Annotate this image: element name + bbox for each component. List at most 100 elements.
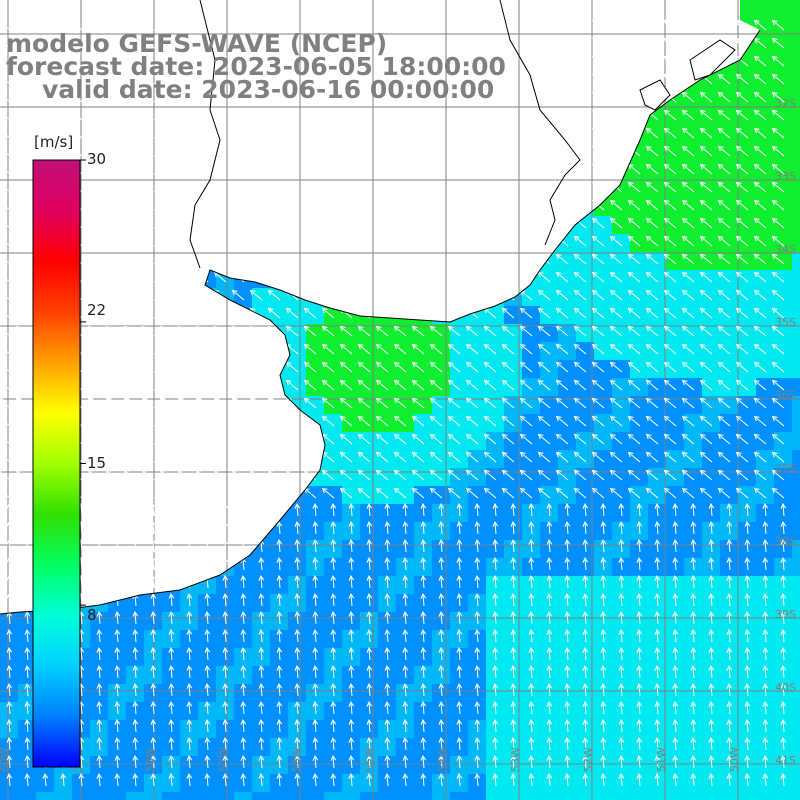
wind-speed-cell <box>414 450 432 468</box>
wind-speed-cell <box>414 486 432 504</box>
wind-speed-cell <box>468 342 486 360</box>
wind-speed-cell <box>720 252 738 270</box>
wind-speed-cell <box>468 486 486 504</box>
wind-speed-cell <box>324 342 342 360</box>
wind-speed-cell <box>756 288 774 306</box>
wind-speed-cell <box>324 486 342 504</box>
wind-speed-cell <box>792 180 800 198</box>
wind-speed-cell <box>738 324 756 342</box>
wind-speed-cell <box>612 288 630 306</box>
wind-speed-cell <box>738 792 756 800</box>
wind-speed-cell <box>540 378 558 396</box>
wind-speed-cell <box>324 378 342 396</box>
latitude-label: 39S <box>775 608 796 621</box>
wind-speed-cell <box>342 432 360 450</box>
wind-speed-cell <box>666 342 684 360</box>
wind-speed-cell <box>576 234 594 252</box>
wind-speed-cell <box>666 180 684 198</box>
wind-speed-cell <box>576 270 594 288</box>
wind-speed-cell <box>738 144 756 162</box>
wind-speed-cell <box>540 486 558 504</box>
latitude-label: 35S <box>775 316 796 329</box>
wind-speed-cell <box>648 792 666 800</box>
wind-speed-cell <box>738 162 756 180</box>
wind-speed-cell <box>468 396 486 414</box>
wind-speed-cell <box>504 414 522 432</box>
wind-speed-cell <box>648 144 666 162</box>
wind-speed-cell <box>774 396 792 414</box>
wind-speed-cell <box>414 324 432 342</box>
wind-speed-cell <box>738 486 756 504</box>
wind-speed-cell <box>414 504 432 522</box>
wind-speed-cell <box>738 198 756 216</box>
wind-speed-cell <box>342 342 360 360</box>
wind-speed-cell <box>378 378 396 396</box>
wind-speed-cell <box>378 342 396 360</box>
wind-speed-cell <box>684 486 702 504</box>
wind-speed-cell <box>36 792 54 800</box>
longitude-label: 53W <box>509 747 522 772</box>
wind-speed-cell <box>270 306 288 324</box>
wind-speed-cell <box>360 792 378 800</box>
wind-speed-cell <box>792 162 800 180</box>
wind-speed-cell <box>648 288 666 306</box>
title-valid-date: valid date: 2023-06-16 00:00:00 <box>42 75 495 104</box>
wind-speed-cell <box>738 0 756 18</box>
wind-speed-cell <box>612 198 630 216</box>
wind-speed-cell <box>576 432 594 450</box>
wind-speed-cell <box>630 234 648 252</box>
wind-speed-cell <box>684 792 702 800</box>
wind-speed-cell <box>666 126 684 144</box>
wind-speed-cell <box>612 414 630 432</box>
wind-speed-cell <box>540 324 558 342</box>
wind-speed-cell <box>756 90 774 108</box>
wind-speed-cell <box>792 126 800 144</box>
wind-speed-cell <box>306 324 324 342</box>
wind-speed-cell <box>612 252 630 270</box>
wind-speed-cell <box>666 414 684 432</box>
wind-speed-cell <box>468 378 486 396</box>
wind-speed-cell <box>468 324 486 342</box>
wind-speed-cell <box>378 396 396 414</box>
wind-speed-cell <box>612 378 630 396</box>
wind-speed-cell <box>18 792 36 800</box>
wind-speed-cell <box>630 180 648 198</box>
colorbar <box>32 159 86 768</box>
wind-speed-cell <box>198 792 216 800</box>
wind-speed-cell <box>792 324 800 342</box>
wind-speed-cell <box>648 252 666 270</box>
wind-speed-cell <box>630 792 648 800</box>
wind-speed-cell <box>684 162 702 180</box>
wind-speed-cell <box>522 324 540 342</box>
wind-speed-cell <box>450 396 468 414</box>
wind-speed-cell <box>756 0 774 18</box>
wind-speed-cell <box>612 396 630 414</box>
wind-speed-cell <box>522 414 540 432</box>
wind-speed-cell <box>594 414 612 432</box>
wind-speed-cell <box>648 162 666 180</box>
wind-speed-cell <box>774 270 792 288</box>
wind-speed-cell <box>378 432 396 450</box>
wind-speed-cell <box>774 486 792 504</box>
wind-speed-cell <box>792 36 800 54</box>
wind-speed-cell <box>594 792 612 800</box>
wind-speed-cell <box>666 306 684 324</box>
wind-speed-cell <box>684 450 702 468</box>
wind-speed-cell <box>738 306 756 324</box>
wind-speed-cell <box>540 792 558 800</box>
wind-speed-cell <box>594 306 612 324</box>
wind-speed-cell <box>468 360 486 378</box>
wind-speed-cell <box>684 198 702 216</box>
wind-speed-cell <box>630 216 648 234</box>
wind-speed-cell <box>756 144 774 162</box>
wind-speed-cell <box>342 414 360 432</box>
wind-speed-cell <box>666 792 684 800</box>
wind-speed-cell <box>666 360 684 378</box>
wind-speed-cell <box>594 252 612 270</box>
wind-speed-cell <box>522 396 540 414</box>
wind-speed-cell <box>792 90 800 108</box>
wind-speed-cell <box>450 342 468 360</box>
wind-speed-cell <box>666 234 684 252</box>
wind-speed-cell <box>396 450 414 468</box>
wind-speed-cell <box>702 216 720 234</box>
